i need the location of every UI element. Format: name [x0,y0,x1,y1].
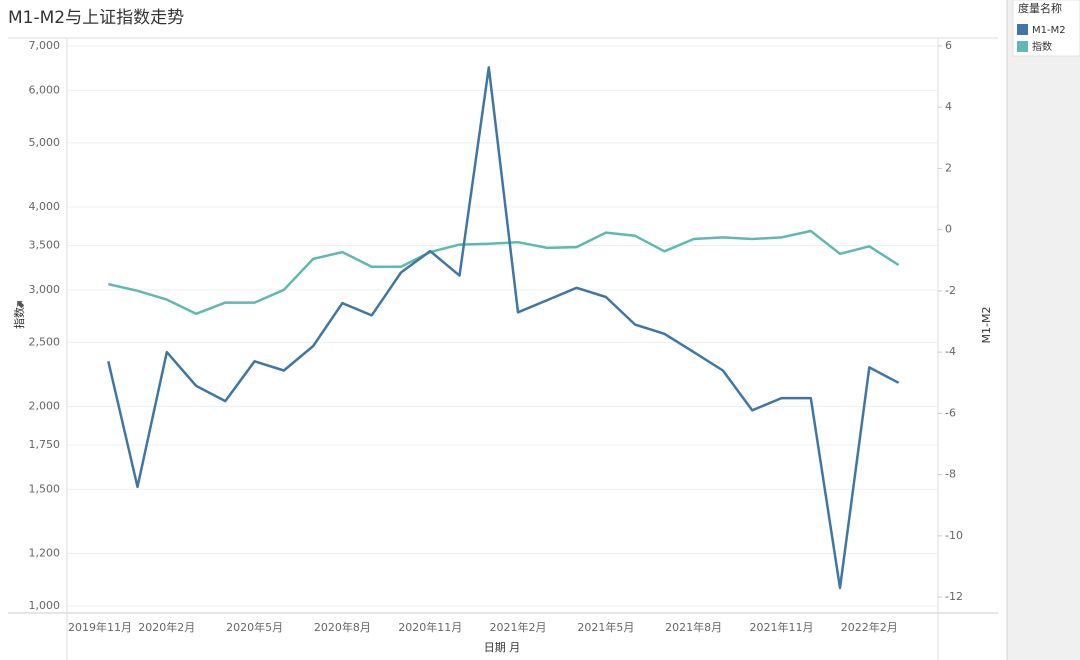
y2-tick-label: 4 [945,100,952,113]
y2-tick-label: 0 [945,223,952,236]
y-tick-label: 1,750 [29,438,61,451]
y-tick-label: 3,500 [29,238,61,251]
pin-icon [17,301,25,309]
y-tick-label: 5,000 [29,136,61,149]
chart-title: M1-M2与上证指数走势 [8,8,184,28]
y-tick-label: 1,000 [29,599,61,612]
x-tick-label: 2020年2月 [138,620,195,634]
y2-tick-label: -8 [945,468,956,481]
x-axis-label: 日期 月 [484,641,521,654]
y-axis-label: 指数 [12,307,26,329]
y2-tick-label: 2 [945,161,952,174]
x-tick-label: 2022年2月 [841,620,898,634]
x-tick-label: 2021年5月 [577,620,634,634]
y-tick-label: 3,000 [29,283,61,296]
x-tick-label: 2020年11月 [398,620,462,634]
y-tick-label: 2,000 [29,400,61,413]
y-tick-label: 1,200 [29,547,61,560]
legend-swatch [1017,41,1028,52]
y-tick-label: 7,000 [29,39,61,52]
x-tick-label: 2021年8月 [665,620,722,634]
x-tick-label: 2019年11月 [68,620,132,634]
y-tick-label: 6,000 [29,83,61,96]
y2-tick-label: 6 [945,39,952,52]
y2-tick-label: -6 [945,406,956,419]
y2-tick-label: -12 [945,590,963,603]
legend-title: 度量名称 [1018,1,1062,15]
y-tick-label: 4,000 [29,200,61,213]
x-tick-label: 2020年5月 [226,620,283,634]
legend-swatch [1017,24,1028,35]
y2-axis-label: M1-M2 [980,307,993,344]
x-tick-label: 2021年11月 [749,620,813,634]
legend-label: M1-M2 [1032,25,1066,36]
y2-tick-label: -2 [945,284,956,297]
x-tick-label: 2021年2月 [490,620,547,634]
x-tick-label: 2020年8月 [314,620,371,634]
series-line [108,229,900,316]
y2-tick-label: -10 [945,529,963,542]
y2-tick-label: -4 [945,345,956,358]
legend-panel [1007,0,1080,660]
y-tick-label: 2,500 [29,335,61,348]
legend-label: 指数 [1032,40,1052,53]
y-tick-label: 1,500 [29,482,61,495]
series-line [107,66,900,590]
